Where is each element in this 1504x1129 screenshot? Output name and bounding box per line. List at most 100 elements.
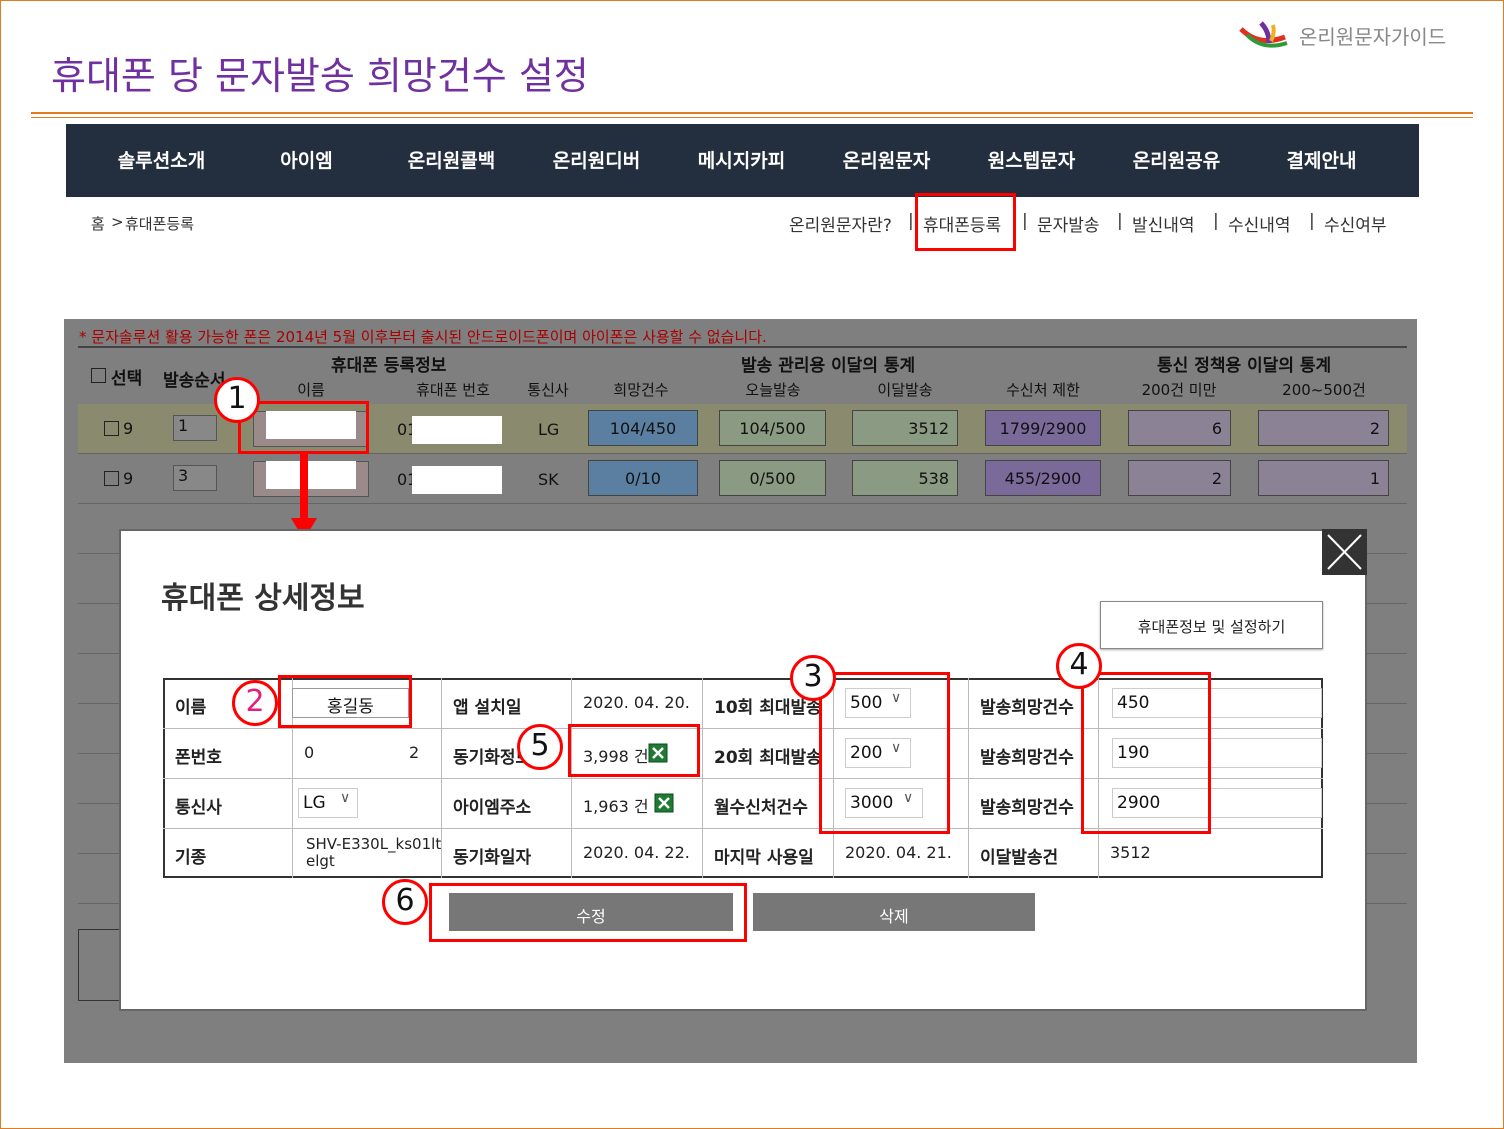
name-input[interactable]: 홍길동 xyxy=(292,688,409,718)
close-button[interactable] xyxy=(1322,529,1367,575)
stat-box: 0/10 xyxy=(588,460,698,496)
column-header: 200~500건 xyxy=(1282,381,1366,399)
number-input[interactable]: 2900 xyxy=(1112,788,1322,818)
detail-label: 이름 xyxy=(175,698,207,718)
subnav-item[interactable]: 온리원문자란? xyxy=(789,216,892,236)
col-line xyxy=(702,778,703,828)
delete-button[interactable]: 삭제 xyxy=(753,893,1035,931)
col-line xyxy=(833,678,834,728)
row-line xyxy=(163,828,1323,829)
checkbox[interactable] xyxy=(104,421,119,436)
nav-bar xyxy=(66,124,1419,197)
column-header: 희망건수 xyxy=(613,381,669,399)
annotation-marker: 4 xyxy=(1056,643,1102,689)
order-input[interactable]: 1 xyxy=(173,415,217,441)
select[interactable]: 500 xyxy=(845,688,911,718)
select-caret: ∨ xyxy=(891,690,902,706)
detail-label: 발송희망건수 xyxy=(980,798,1074,818)
phone-tail: 2 xyxy=(409,743,420,762)
detail-label: 발송희망건수 xyxy=(980,748,1074,768)
subnav-sep: | xyxy=(1213,211,1219,231)
name-mask xyxy=(266,461,356,489)
nav-item[interactable]: 온리원문자 xyxy=(842,150,931,172)
subnav-item[interactable]: 발신내역 xyxy=(1132,216,1195,236)
nav-item[interactable]: 메시지카피 xyxy=(697,150,786,172)
number-input[interactable]: 190 xyxy=(1112,738,1322,768)
group-header: 발송 관리용 이달의 통계 xyxy=(741,356,916,376)
order-input[interactable]: 3 xyxy=(173,465,217,491)
header-select: 선택 xyxy=(111,369,143,389)
settings-button[interactable]: 휴대폰정보 및 설정하기 xyxy=(1100,601,1323,649)
nav-item[interactable]: 온리원공유 xyxy=(1132,150,1221,172)
stat-box: 2 xyxy=(1128,460,1231,496)
col-line xyxy=(1098,828,1099,878)
phone-mask xyxy=(319,739,409,767)
number-input[interactable]: 450 xyxy=(1112,688,1322,718)
select[interactable]: 200 xyxy=(845,738,911,768)
stat-box: 3512 xyxy=(852,410,958,446)
select[interactable]: LG xyxy=(298,788,358,818)
col-line xyxy=(968,728,969,778)
col-line xyxy=(968,778,969,828)
excel-icon[interactable] xyxy=(648,743,668,763)
nav-item[interactable]: 원스텝문자 xyxy=(987,150,1076,172)
row-line xyxy=(163,778,1323,779)
nav-item[interactable]: 솔루션소개 xyxy=(117,150,206,172)
col-line xyxy=(1098,678,1099,728)
col-line xyxy=(292,778,293,828)
highlight xyxy=(915,193,1016,251)
nav-item[interactable]: 결제안내 xyxy=(1286,150,1357,172)
col-line xyxy=(571,828,572,878)
column-header: 오늘발송 xyxy=(745,381,801,399)
col-line xyxy=(292,828,293,878)
detail-value: 1,963 건 xyxy=(583,797,649,816)
col-line xyxy=(441,778,442,828)
brand: 온리원문자가이드 xyxy=(1299,25,1447,49)
col-line xyxy=(702,828,703,878)
detail-value: 2020. 04. 20. xyxy=(583,693,690,712)
breadcrumb-current: 휴대폰등록 xyxy=(125,215,195,233)
subnav-item[interactable]: 수신여부 xyxy=(1324,216,1387,236)
excel-icon[interactable] xyxy=(654,793,674,813)
column-header: 휴대폰 번호 xyxy=(416,381,490,399)
carrier: SK xyxy=(538,470,559,489)
annotation-marker: 2 xyxy=(232,680,278,726)
stat-box: 104/450 xyxy=(588,410,698,446)
highlight xyxy=(819,672,950,834)
carrier: LG xyxy=(538,420,560,439)
close-icon xyxy=(1327,534,1362,570)
detail-value: 3,998 건 xyxy=(583,747,649,766)
subnav-sep: | xyxy=(1117,211,1123,231)
col-line xyxy=(441,828,442,878)
subnav-item[interactable]: 문자발송 xyxy=(1037,216,1100,236)
select[interactable]: 3000 xyxy=(845,788,923,818)
detail-label: 10회 최대발송 xyxy=(714,698,822,718)
col-line xyxy=(968,678,969,728)
subnav-item[interactable]: 수신내역 xyxy=(1228,216,1291,236)
col-line xyxy=(702,728,703,778)
detail-value: 3512 xyxy=(1110,843,1151,862)
logo-icon xyxy=(1239,21,1288,48)
detail-label: 앱 설치일 xyxy=(453,698,522,718)
col-line xyxy=(1098,778,1099,828)
subnav-sep: | xyxy=(1022,211,1028,231)
annotation-marker: 5 xyxy=(517,724,563,770)
nav-item[interactable]: 온리원디버 xyxy=(552,150,641,172)
checkbox[interactable] xyxy=(104,471,119,486)
detail-label: 기종 xyxy=(175,848,207,868)
nav-item[interactable]: 아이엠 xyxy=(280,150,333,172)
annotation-marker: 3 xyxy=(790,655,836,701)
subnav-sep: | xyxy=(908,211,914,231)
detail-label: 폰번호 xyxy=(175,748,222,768)
nav-item[interactable]: 온리원콜백 xyxy=(407,150,496,172)
save-button[interactable]: 수정 xyxy=(449,893,733,931)
col-line xyxy=(833,828,834,878)
row-check: 9 xyxy=(123,469,134,488)
subnav-item[interactable]: 휴대폰등록 xyxy=(923,216,1002,236)
select-caret: ∨ xyxy=(340,790,351,806)
breadcrumb-home[interactable]: 홈 xyxy=(91,215,105,233)
notice: * 문자솔루션 활용 가능한 폰은 2014년 5월 이후부터 출시된 안드로이… xyxy=(79,328,767,346)
detail-value: 0 xyxy=(304,743,315,762)
group-header: 휴대폰 등록정보 xyxy=(331,356,447,376)
